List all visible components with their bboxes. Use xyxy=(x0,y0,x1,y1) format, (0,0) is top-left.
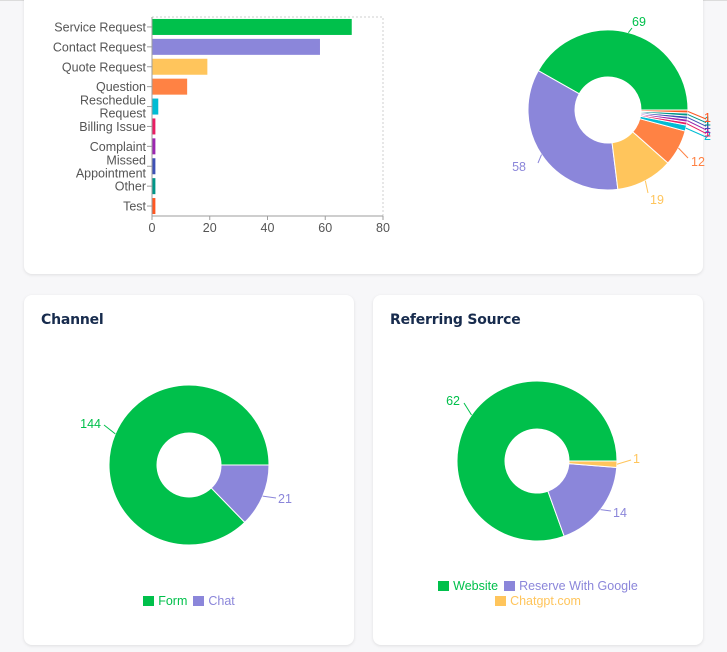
bar-question[interactable] xyxy=(152,78,188,95)
leader-line xyxy=(685,127,707,138)
x-tick-label: 60 xyxy=(318,221,332,235)
bar-quote-request[interactable] xyxy=(152,58,208,75)
bar-row-service-request: Service Request xyxy=(54,18,352,35)
bar-billing-issue[interactable] xyxy=(152,118,156,135)
leader-line xyxy=(678,147,689,159)
slice-contact-request[interactable] xyxy=(527,69,619,191)
leader-line xyxy=(687,120,707,131)
slice-label-website: 62 xyxy=(446,394,460,408)
leader-line xyxy=(687,117,707,127)
slice-service-request[interactable] xyxy=(537,29,689,111)
slice-form[interactable] xyxy=(108,384,270,546)
slice-label-missed-appointment: 1 xyxy=(704,118,711,132)
x-tick-label: 0 xyxy=(149,221,156,235)
slice-label-billing-issue: 1 xyxy=(704,125,711,139)
referring-source-card: Referring Source 62 14 1 Website Reserve Wi… xyxy=(373,295,703,645)
legend-label: Chatgpt.com xyxy=(510,594,581,608)
slice-label-contact-request: 58 xyxy=(512,160,526,174)
legend-item-chatgpt-com[interactable]: Chatgpt.com xyxy=(495,594,581,609)
bar-row-quote-request: Quote Request xyxy=(62,58,208,75)
y-tick-label: Test xyxy=(123,200,146,214)
legend-label: Form xyxy=(158,594,188,608)
slice-label-question: 12 xyxy=(691,155,705,169)
slice-reserve-with-google[interactable] xyxy=(547,463,618,537)
slice-label-form: 144 xyxy=(80,417,101,431)
leader-line xyxy=(616,459,632,465)
slice-label-test: 1 xyxy=(704,111,711,125)
leader-line xyxy=(687,111,707,120)
slice-label-complaint: 1 xyxy=(704,122,711,136)
x-tick-label: 20 xyxy=(203,221,217,235)
leader-line xyxy=(262,495,277,499)
legend-item-chat[interactable]: Chat xyxy=(193,594,235,609)
bar-service-request[interactable] xyxy=(152,18,352,35)
x-tick-label: 80 xyxy=(376,221,390,235)
type-chart-card: Service Request Contact Request Quote Requ… xyxy=(24,0,711,274)
legend-swatch xyxy=(193,596,205,606)
type-bar-chart: Service Request Contact Request Quote Requ… xyxy=(53,16,390,235)
legend-label: Website xyxy=(453,579,499,593)
slice-label-reserve-with-google: 14 xyxy=(613,506,627,520)
slice-label-chatgpt-com: 1 xyxy=(633,452,640,466)
bar-row-other: Other xyxy=(115,178,156,195)
y-tick-label: Billing Issue xyxy=(79,120,146,134)
bar-row-reschedule-request: Reschedule Request xyxy=(80,94,159,121)
slice-website[interactable] xyxy=(456,380,618,542)
leader-line xyxy=(463,402,472,416)
bar-row-complaint: Complaint xyxy=(90,138,156,155)
bar-missed-appointment[interactable] xyxy=(152,158,156,175)
legend-swatch xyxy=(143,596,155,606)
y-tick-label: Service Request xyxy=(54,20,146,34)
legend-label: Reserve With Google xyxy=(519,579,638,593)
channel-title: Channel xyxy=(41,312,104,328)
leader-line xyxy=(537,154,542,164)
y-tick-label: Contact Request xyxy=(53,40,147,54)
leader-line xyxy=(687,114,707,124)
bar-row-question: Question xyxy=(96,78,188,95)
bar-row-contact-request: Contact Request xyxy=(53,38,320,55)
bar-reschedule-request[interactable] xyxy=(152,98,159,115)
plot-border xyxy=(152,16,384,216)
slice-label-service-request: 69 xyxy=(632,15,646,29)
y-tick-label: Question xyxy=(96,80,146,94)
bar-row-billing-issue: Billing Issue xyxy=(79,118,156,135)
bar-other[interactable] xyxy=(152,178,156,195)
slice-chat[interactable] xyxy=(210,464,270,524)
slice-label-quote-request: 19 xyxy=(650,193,664,207)
channel-legend: Form Chat xyxy=(24,594,354,609)
bar-complaint[interactable] xyxy=(152,138,156,155)
legend-swatch xyxy=(495,596,507,606)
x-tick-label: 40 xyxy=(261,221,275,235)
bar-row-missed-appointment: Missed Appointment xyxy=(76,153,156,180)
y-tick-label: Quote Request xyxy=(62,60,147,74)
leader-line xyxy=(600,509,612,512)
legend-swatch xyxy=(438,581,450,591)
bar-row-test: Test xyxy=(123,198,156,215)
y-tick-label: Other xyxy=(115,180,146,194)
legend-label: Chat xyxy=(208,594,235,608)
leader-line xyxy=(686,123,707,134)
y-tick-label: Reschedule Request xyxy=(80,94,147,121)
leader-line xyxy=(644,180,649,194)
legend-item-reserve-with-google[interactable]: Reserve With Google xyxy=(504,579,638,594)
slice-label-reschedule-request: 2 xyxy=(704,129,711,143)
legend-swatch xyxy=(504,581,516,591)
referring-source-title: Referring Source xyxy=(390,312,521,328)
bar-test[interactable] xyxy=(152,198,156,215)
slice-label-chat: 21 xyxy=(278,492,292,506)
referring-source-donut-chart: 62 14 1 xyxy=(446,380,640,542)
leader-line xyxy=(103,424,116,435)
slice-label-other: 1 xyxy=(704,115,711,129)
referring-source-legend: Website Reserve With Google Chatgpt.com xyxy=(373,579,703,609)
y-tick-label: Missed Appointment xyxy=(76,153,147,180)
bar-contact-request[interactable] xyxy=(152,38,320,55)
slice-chatgpt-com[interactable] xyxy=(568,460,618,469)
channel-donut-chart: 144 21 xyxy=(80,384,292,546)
channel-card: Channel 144 21 Form Chat xyxy=(24,295,354,645)
y-tick-label: Complaint xyxy=(90,140,147,154)
leader-line xyxy=(627,27,633,33)
legend-item-form[interactable]: Form xyxy=(143,594,187,609)
legend-item-website[interactable]: Website xyxy=(438,579,498,594)
